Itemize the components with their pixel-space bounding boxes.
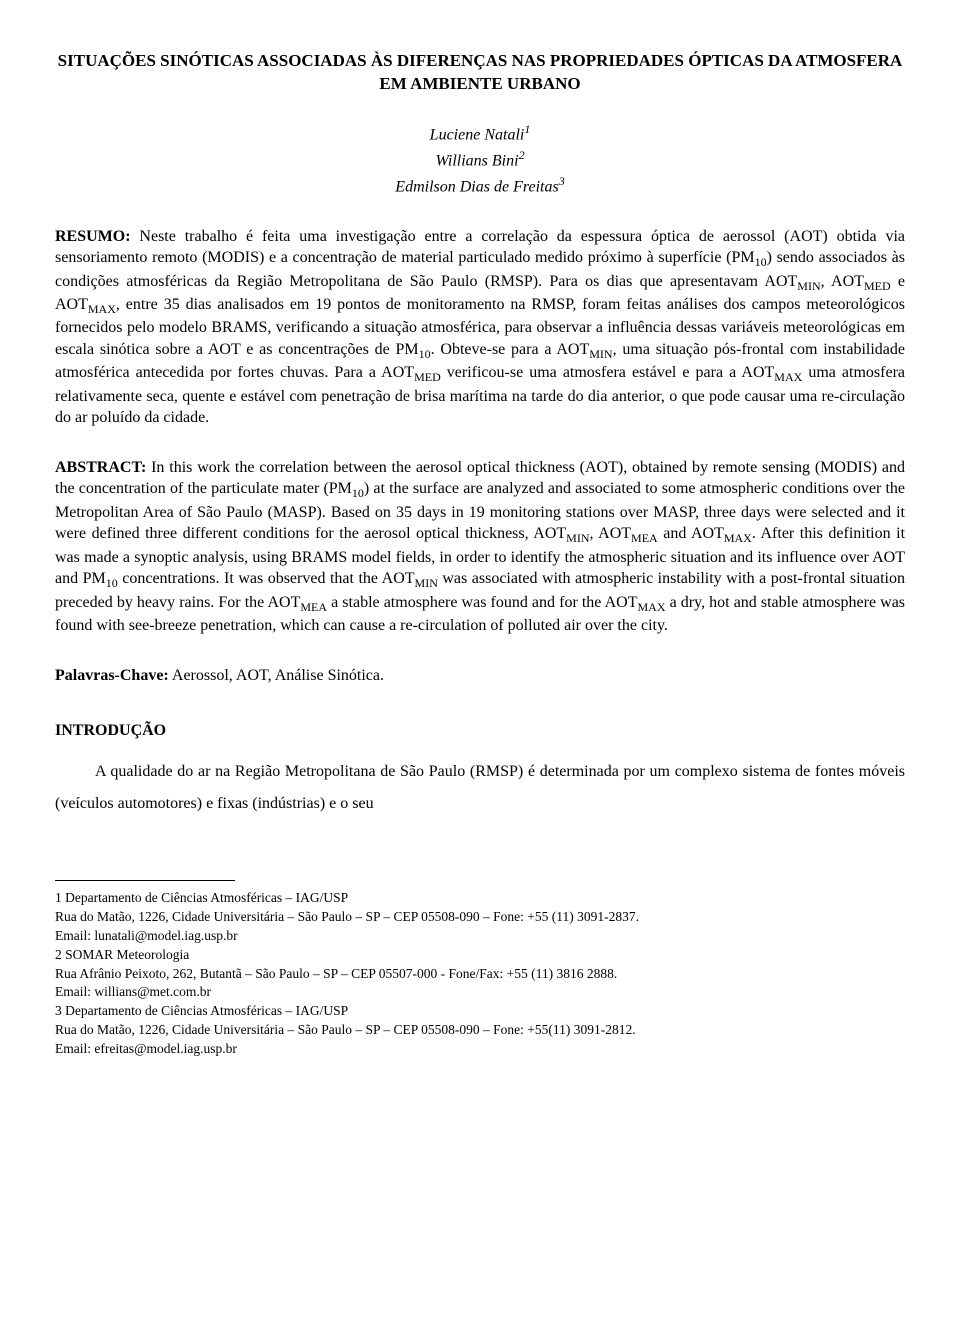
author-3-name: Edmilson Dias de Freitas: [395, 178, 558, 195]
author-1: Luciene Natali1: [55, 121, 905, 146]
author-1-name: Luciene Natali: [430, 126, 525, 143]
footnote-1-dept: 1 Departamento de Ciências Atmosféricas …: [55, 889, 905, 908]
footnote-2-dept: 2 SOMAR Meteorologia: [55, 946, 905, 965]
author-2-name: Willians Bini: [435, 152, 518, 169]
abstract-label: ABSTRACT:: [55, 459, 146, 476]
footnote-2-email: Email: willians@met.com.br: [55, 983, 905, 1002]
resumo-label: RESUMO:: [55, 228, 131, 245]
intro-heading: INTRODUÇÃO: [55, 720, 905, 742]
author-3-sup: 3: [559, 174, 565, 188]
author-2: Willians Bini2: [55, 147, 905, 172]
footnote-3-email: Email: efreitas@model.iag.usp.br: [55, 1040, 905, 1059]
intro-body: A qualidade do ar na Região Metropolitan…: [55, 756, 905, 820]
footnote-3-dept: 3 Departamento de Ciências Atmosféricas …: [55, 1002, 905, 1021]
resumo-text: Neste trabalho é feita uma investigação …: [55, 228, 905, 427]
footnote-1-email: Email: lunatali@model.iag.usp.br: [55, 927, 905, 946]
footnote-3-addr: Rua do Matão, 1226, Cidade Universitária…: [55, 1021, 905, 1040]
authors-block: Luciene Natali1 Willians Bini2 Edmilson …: [55, 121, 905, 198]
abstract-block: ABSTRACT: In this work the correlation b…: [55, 457, 905, 637]
keywords-text: Aerossol, AOT, Análise Sinótica.: [169, 667, 384, 684]
keywords-label: Palavras-Chave:: [55, 667, 169, 684]
footnote-1-addr: Rua do Matão, 1226, Cidade Universitária…: [55, 908, 905, 927]
author-2-sup: 2: [519, 148, 525, 162]
abstract-text: In this work the correlation between the…: [55, 459, 905, 634]
keywords-block: Palavras-Chave: Aerossol, AOT, Análise S…: [55, 665, 905, 687]
paper-title: SITUAÇÕES SINÓTICAS ASSOCIADAS ÀS DIFERE…: [55, 50, 905, 96]
footnotes-block: 1 Departamento de Ciências Atmosféricas …: [55, 889, 905, 1059]
author-3: Edmilson Dias de Freitas3: [55, 173, 905, 198]
author-1-sup: 1: [524, 122, 530, 136]
footnote-2-addr: Rua Afrânio Peixoto, 262, Butantã – São …: [55, 965, 905, 984]
footnote-rule: [55, 880, 235, 881]
resumo-block: RESUMO: Neste trabalho é feita uma inves…: [55, 226, 905, 429]
